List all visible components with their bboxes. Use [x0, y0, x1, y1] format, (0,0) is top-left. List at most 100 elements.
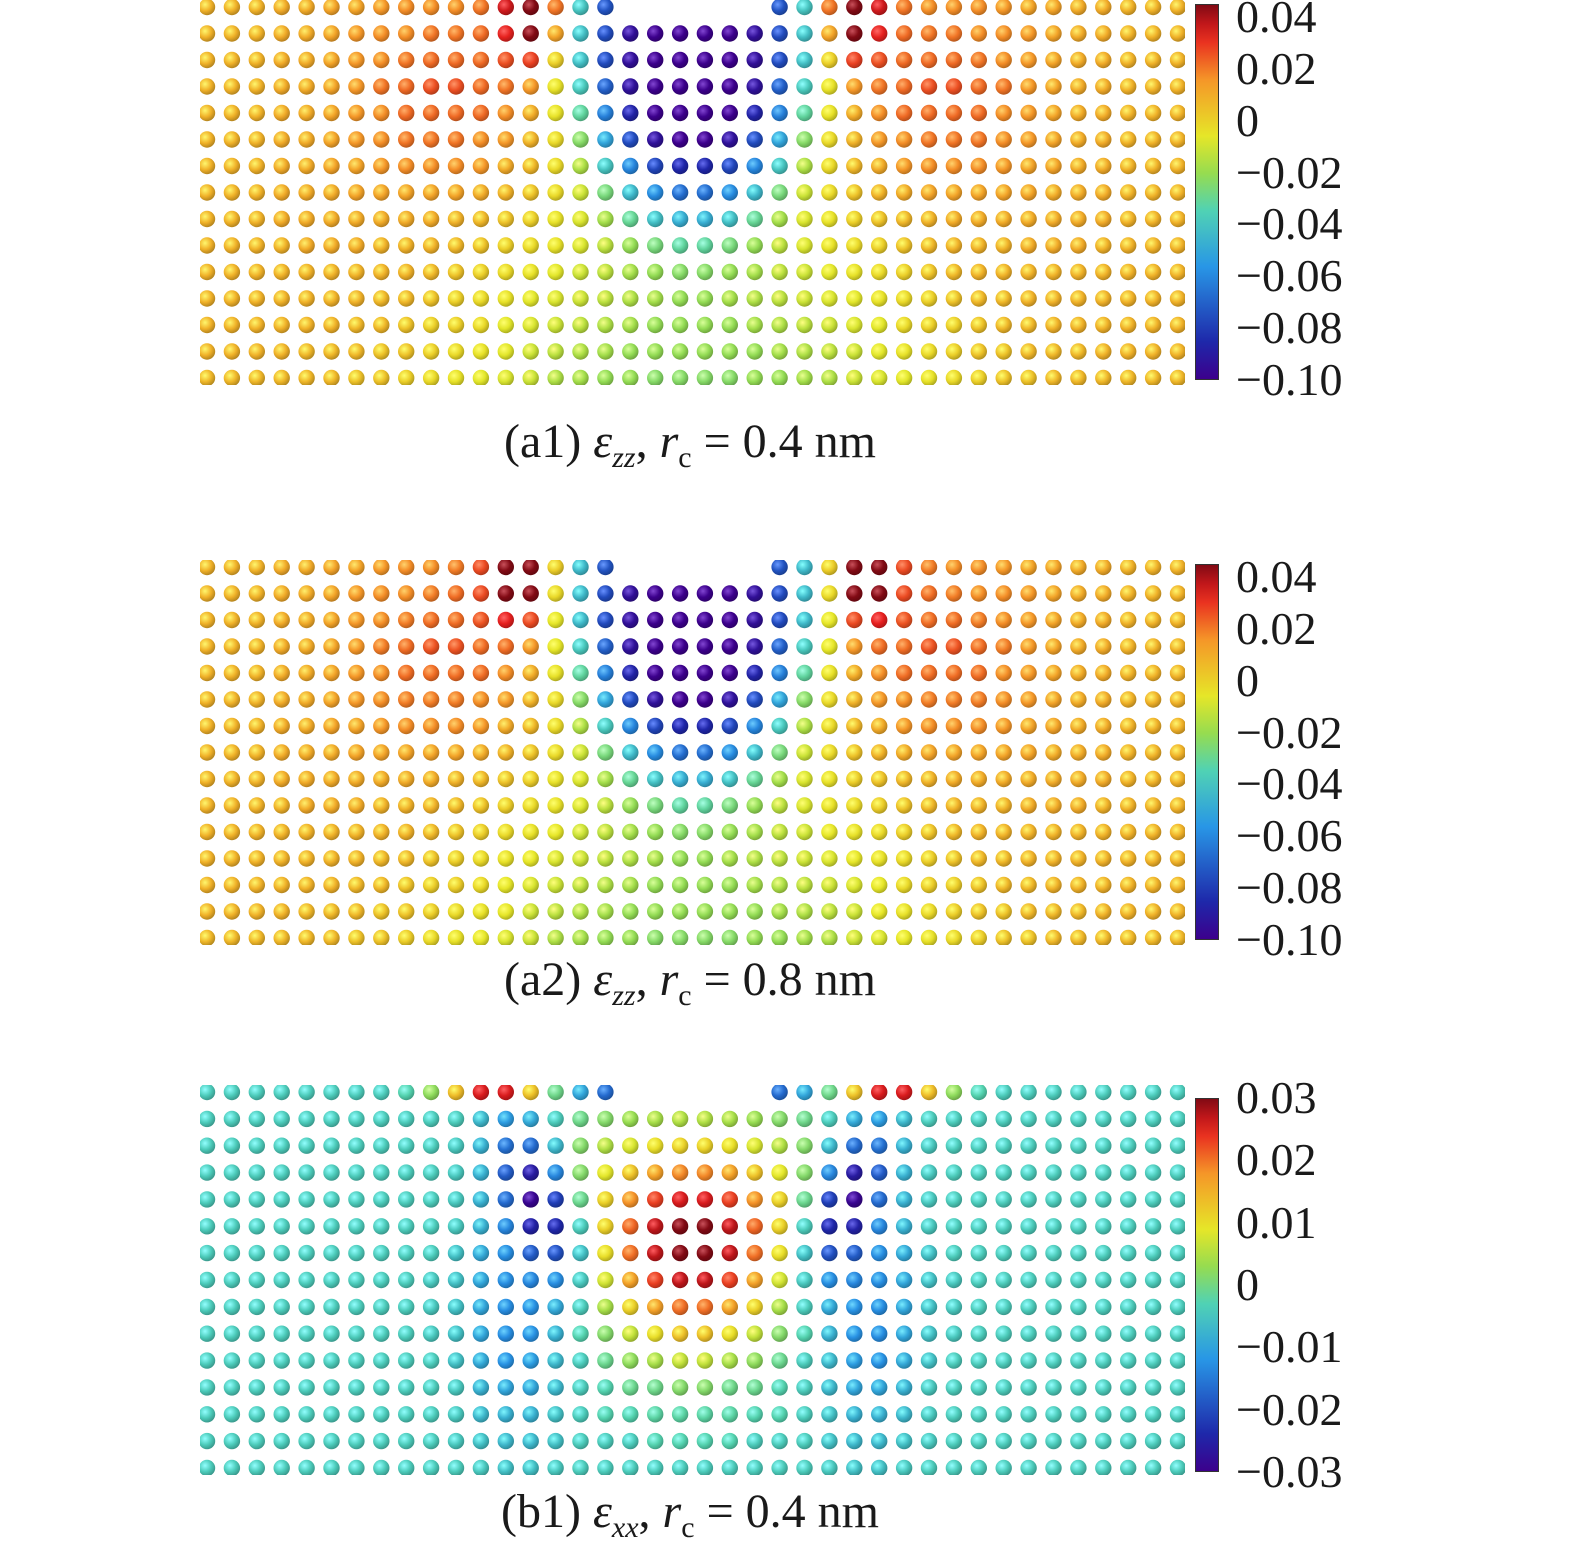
atom: [447, 237, 465, 254]
atom: [920, 1352, 938, 1369]
atom: [298, 316, 315, 334]
atom: [572, 131, 589, 148]
atom: [398, 1271, 415, 1289]
atom: [796, 263, 813, 281]
atom: [298, 131, 315, 148]
atom: [696, 1379, 714, 1396]
atom: [1020, 0, 1037, 16]
atom: [920, 744, 938, 761]
atom: [920, 316, 938, 334]
atom: [995, 1110, 1012, 1128]
atom: [1070, 929, 1087, 945]
atom: [945, 316, 963, 334]
atom: [597, 823, 614, 841]
atom: [771, 157, 788, 175]
caption-radius-symbol: r: [659, 953, 679, 1006]
atom: [995, 1352, 1012, 1369]
atom: [671, 823, 689, 841]
atom: [721, 797, 738, 814]
atom: [671, 1406, 689, 1423]
atom: [547, 744, 564, 761]
atom: [1070, 316, 1087, 334]
atom: [373, 1244, 390, 1262]
atom: [1045, 1191, 1062, 1208]
atom: [920, 131, 938, 148]
atom: [547, 1432, 564, 1450]
atom: [323, 25, 340, 42]
atom: [497, 263, 514, 281]
atom: [696, 770, 714, 788]
atom: [796, 903, 813, 920]
atom: [920, 369, 938, 385]
atom: [597, 770, 614, 788]
atom: [597, 210, 614, 228]
atom: [895, 0, 913, 16]
atom: [422, 611, 440, 629]
atom: [323, 560, 340, 576]
atom: [721, 343, 738, 360]
atom: [522, 823, 539, 841]
atom: [1070, 638, 1087, 655]
atom: [671, 1298, 689, 1316]
atom: [622, 1298, 639, 1316]
atom: [1144, 184, 1162, 201]
atom: [572, 823, 589, 841]
atom: [647, 343, 664, 360]
atom: [1095, 744, 1112, 761]
atom: [647, 1218, 664, 1235]
atom: [1095, 104, 1112, 122]
atom: [597, 691, 614, 708]
atom: [920, 1164, 938, 1181]
atom: [622, 876, 639, 894]
atom: [1045, 744, 1062, 761]
atom: [273, 1432, 290, 1450]
atom: [447, 1137, 465, 1154]
atom: [348, 369, 365, 385]
atom: [497, 1218, 514, 1235]
atom: [1095, 717, 1112, 735]
atom: [821, 1325, 838, 1342]
atom: [871, 664, 888, 682]
atom: [871, 237, 888, 254]
atom: [497, 104, 514, 122]
atom: [348, 263, 365, 281]
atom: [647, 25, 664, 42]
colorbar-tick-label: −0.10: [1236, 354, 1343, 405]
atom: [472, 691, 490, 708]
atom: [945, 560, 963, 576]
atom: [398, 78, 415, 95]
atom: [746, 611, 763, 629]
atom: [1120, 770, 1137, 788]
atom: [223, 1432, 241, 1450]
atom: [1095, 237, 1112, 254]
atom: [796, 797, 813, 814]
atom: [497, 611, 514, 629]
colorbar-tick-label: 0.01: [1236, 1196, 1317, 1248]
atom: [1144, 823, 1162, 841]
atom: [597, 1085, 614, 1101]
atom: [721, 1137, 738, 1154]
atom: [298, 664, 315, 682]
atom: [1169, 290, 1185, 307]
atom: [1169, 638, 1185, 655]
atom: [746, 1298, 763, 1316]
atom: [871, 770, 888, 788]
atom: [920, 1298, 938, 1316]
atom: [647, 1379, 664, 1396]
atom: [547, 1352, 564, 1369]
atom: [273, 1271, 290, 1289]
atom: [647, 585, 664, 602]
atom: [945, 1271, 963, 1289]
atom: [1020, 797, 1037, 814]
colorbar-tick-label: −0.02: [1236, 1383, 1343, 1435]
atom: [1070, 25, 1087, 42]
atom: [920, 343, 938, 360]
atom: [1095, 1432, 1112, 1450]
atom: [472, 157, 490, 175]
atom: [945, 1191, 963, 1208]
atom: [821, 157, 838, 175]
atom: [1020, 638, 1037, 655]
atom: [1020, 51, 1037, 69]
atom: [447, 1085, 465, 1101]
atom: [323, 1379, 340, 1396]
